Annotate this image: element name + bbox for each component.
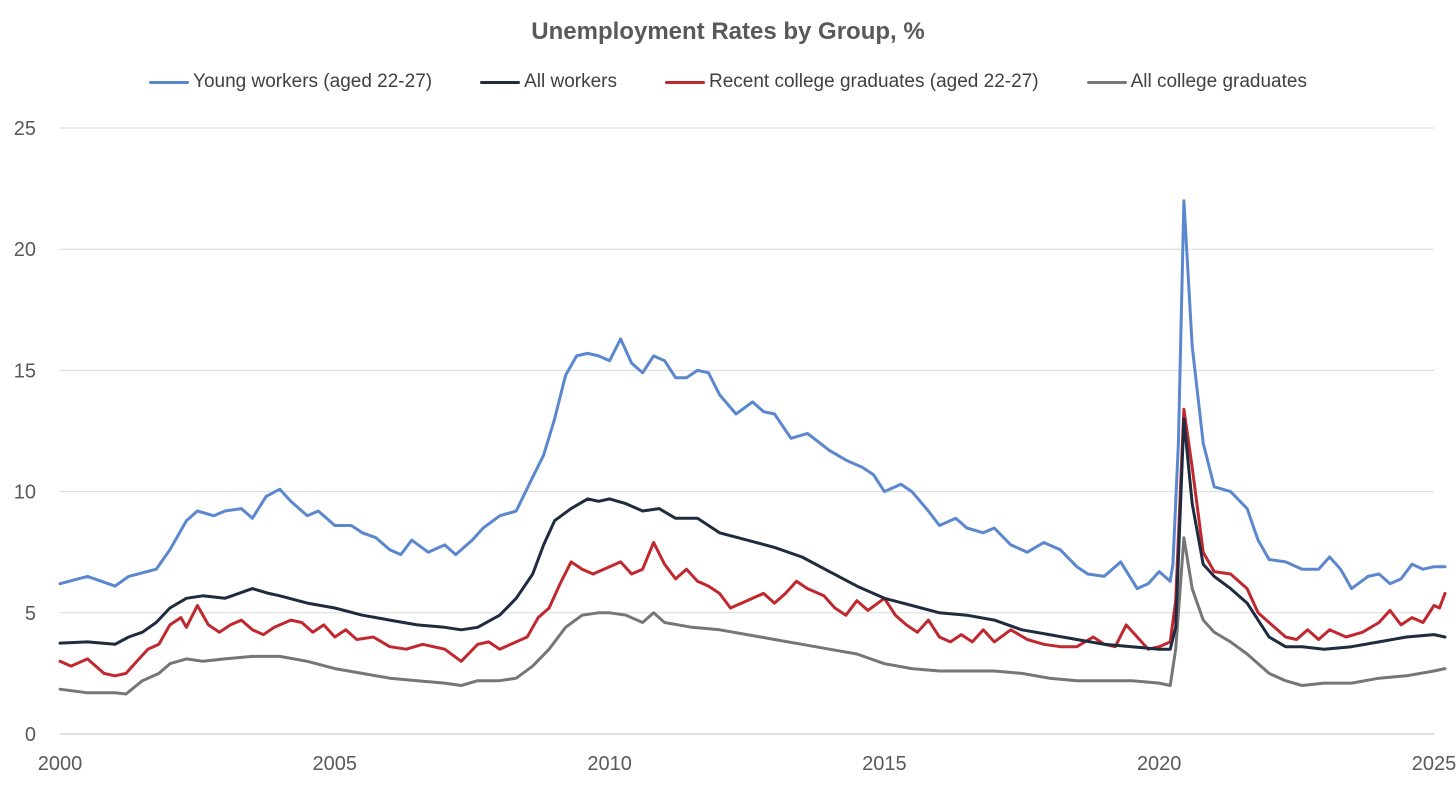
y-tick-label: 5	[25, 603, 36, 625]
legend-label-young-workers: Young workers (aged 22-27)	[193, 71, 433, 92]
chart-title: Unemployment Rates by Group, %	[531, 18, 925, 45]
y-tick-label: 15	[14, 360, 36, 382]
legend-label-all-college-graduates: All college graduates	[1130, 71, 1307, 92]
x-tick-label: 2015	[862, 753, 907, 775]
x-tick-label: 2010	[587, 753, 632, 775]
y-tick-label: 25	[14, 118, 36, 140]
legend-swatch-recent-college-graduates	[665, 80, 705, 84]
series-line-recent-college-graduates	[58, 407, 1447, 678]
legend-swatch-all-workers	[480, 80, 521, 84]
series-line-all-college-graduates	[58, 536, 1447, 696]
y-tick-label: 20	[14, 239, 36, 261]
y-tick-label: 10	[14, 482, 36, 504]
x-tick-label: 2000	[38, 753, 83, 775]
x-tick-label: 2005	[313, 753, 358, 775]
legend-item-all-college-graduates: All college graduates	[1086, 71, 1307, 93]
legend: Young workers (aged 22-27) All workers R…	[0, 71, 1456, 93]
legend-label-recent-college-graduates: Recent college graduates (aged 22-27)	[709, 71, 1039, 92]
legend-swatch-all-college-graduates	[1086, 80, 1127, 84]
legend-label-all-workers: All workers	[524, 71, 617, 92]
x-tick-label: 2020	[1137, 753, 1182, 775]
legend-swatch-young-workers	[149, 80, 190, 84]
legend-item-recent-college-graduates: Recent college graduates (aged 22-27)	[665, 71, 1039, 93]
legend-item-young-workers: Young workers (aged 22-27)	[149, 71, 432, 93]
series-line-all-workers	[58, 417, 1447, 651]
legend-item-all-workers: All workers	[480, 71, 617, 93]
series-line-young-workers	[58, 199, 1447, 591]
y-tick-label: 0	[25, 724, 36, 746]
x-tick-label: 2025	[1412, 753, 1456, 775]
